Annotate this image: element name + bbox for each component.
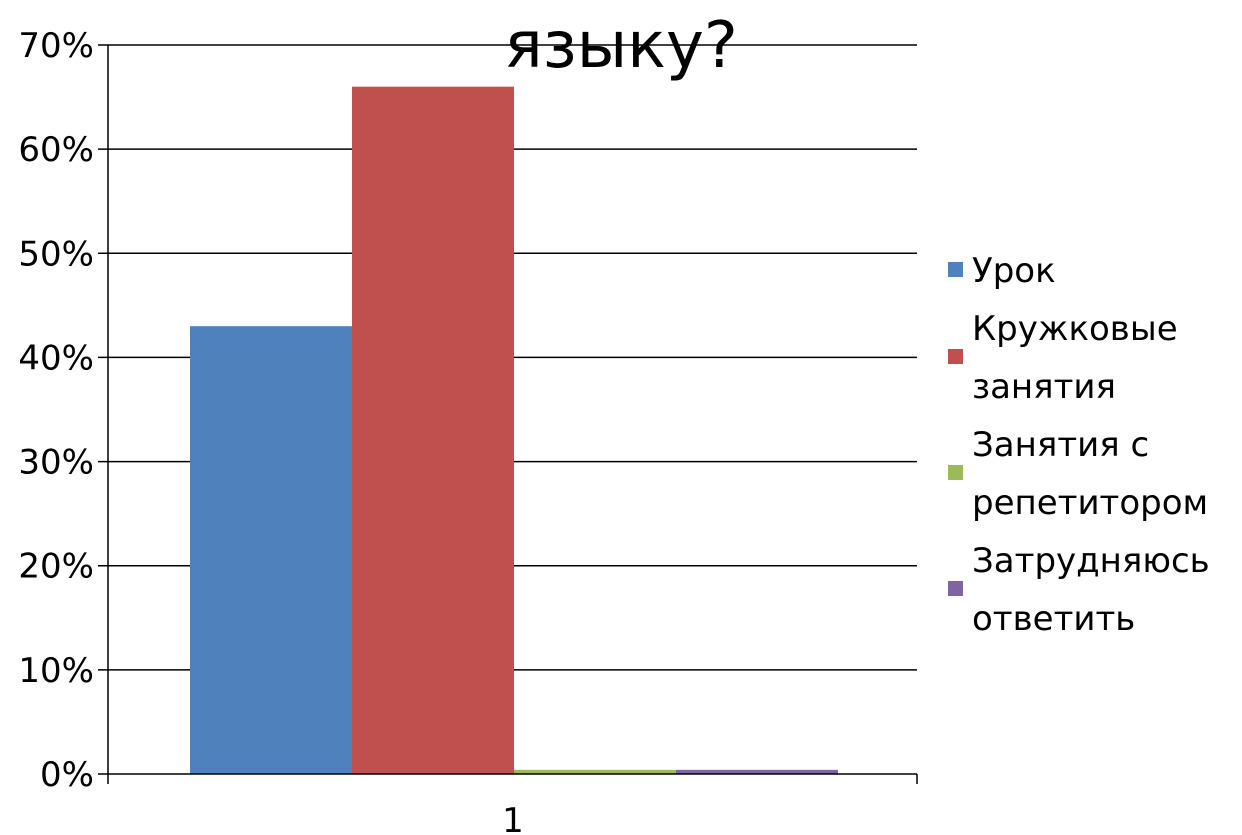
bars (190, 86, 838, 774)
y-tick-label: 70% (18, 26, 94, 66)
y-tick-label: 50% (18, 234, 94, 274)
y-tick-label: 0% (40, 755, 94, 795)
y-tick-label: 30% (18, 443, 94, 483)
legend-label: репетитором (972, 483, 1208, 523)
y-tick-label: 10% (18, 651, 94, 691)
legend: Урок Кружковые занятия Занятия с репетитором… (948, 251, 1210, 639)
legend-label: Урок (972, 251, 1056, 291)
legend-label: ответить (972, 599, 1135, 639)
legend-label: Затрудняюсь (972, 541, 1210, 581)
y-tick-label: 60% (18, 130, 94, 170)
axes: 0% 10% 20% 30% 40% 50% 60% 70% 1 (18, 26, 918, 835)
legend-swatch-2 (948, 349, 963, 364)
legend-label: Занятия с (972, 425, 1149, 465)
legend-swatch-1 (948, 262, 963, 277)
legend-swatch-4 (948, 581, 963, 596)
y-tick-label: 40% (18, 338, 94, 378)
bar-4 (676, 769, 838, 774)
x-tick-label: 1 (502, 801, 524, 835)
y-tick-label: 20% (18, 547, 94, 587)
chart-title: языку? (504, 9, 738, 83)
bar-3 (514, 769, 676, 774)
bar-2 (352, 86, 514, 774)
legend-swatch-3 (948, 465, 963, 480)
legend-label: занятия (972, 367, 1116, 407)
bar-1 (190, 326, 352, 774)
legend-label: Кружковые (972, 309, 1178, 349)
